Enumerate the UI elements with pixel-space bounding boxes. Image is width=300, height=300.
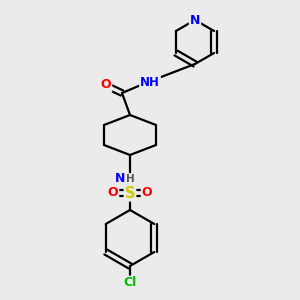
- Text: O: O: [108, 187, 118, 200]
- Text: S: S: [125, 185, 135, 200]
- Text: O: O: [101, 79, 111, 92]
- Text: NH: NH: [140, 76, 160, 88]
- Text: N: N: [115, 172, 125, 185]
- Text: Cl: Cl: [123, 277, 136, 290]
- Text: H: H: [126, 174, 134, 184]
- Text: N: N: [190, 14, 200, 26]
- Text: O: O: [142, 187, 152, 200]
